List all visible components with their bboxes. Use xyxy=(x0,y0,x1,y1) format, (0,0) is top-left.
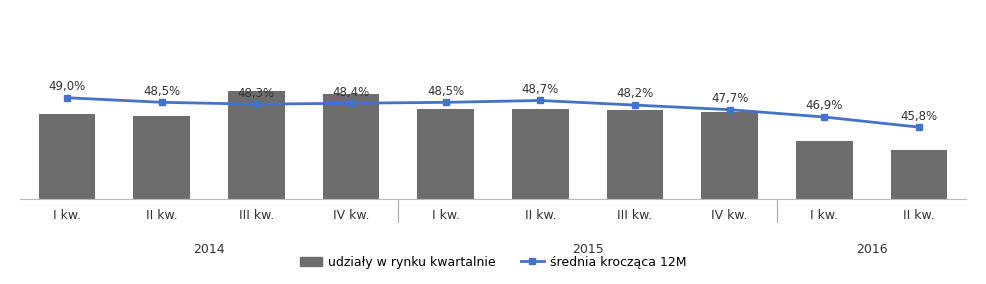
Bar xyxy=(890,150,948,284)
Text: 45,8%: 45,8% xyxy=(900,110,938,122)
Text: 48,5%: 48,5% xyxy=(143,85,180,98)
Text: 2015: 2015 xyxy=(572,243,603,256)
Text: 2016: 2016 xyxy=(856,243,887,256)
Bar xyxy=(417,109,474,284)
Legend: udziały w rynku kwartalnie, średnia krocząca 12M: udziały w rynku kwartalnie, średnia kroc… xyxy=(295,251,691,274)
Text: 48,4%: 48,4% xyxy=(332,86,370,99)
Text: 48,3%: 48,3% xyxy=(238,87,275,100)
Bar xyxy=(228,91,285,284)
Text: 47,7%: 47,7% xyxy=(711,92,748,105)
Text: 48,7%: 48,7% xyxy=(522,83,559,96)
Text: 48,2%: 48,2% xyxy=(616,87,654,101)
Bar xyxy=(606,110,664,284)
Bar xyxy=(512,109,569,284)
Bar xyxy=(322,94,380,284)
Bar xyxy=(701,112,758,284)
Bar xyxy=(796,141,853,284)
Text: 2014: 2014 xyxy=(193,243,225,256)
Bar xyxy=(133,116,190,284)
Text: 46,9%: 46,9% xyxy=(806,99,843,112)
Bar xyxy=(38,114,96,284)
Text: 49,0%: 49,0% xyxy=(48,80,86,93)
Text: 48,5%: 48,5% xyxy=(427,85,464,98)
